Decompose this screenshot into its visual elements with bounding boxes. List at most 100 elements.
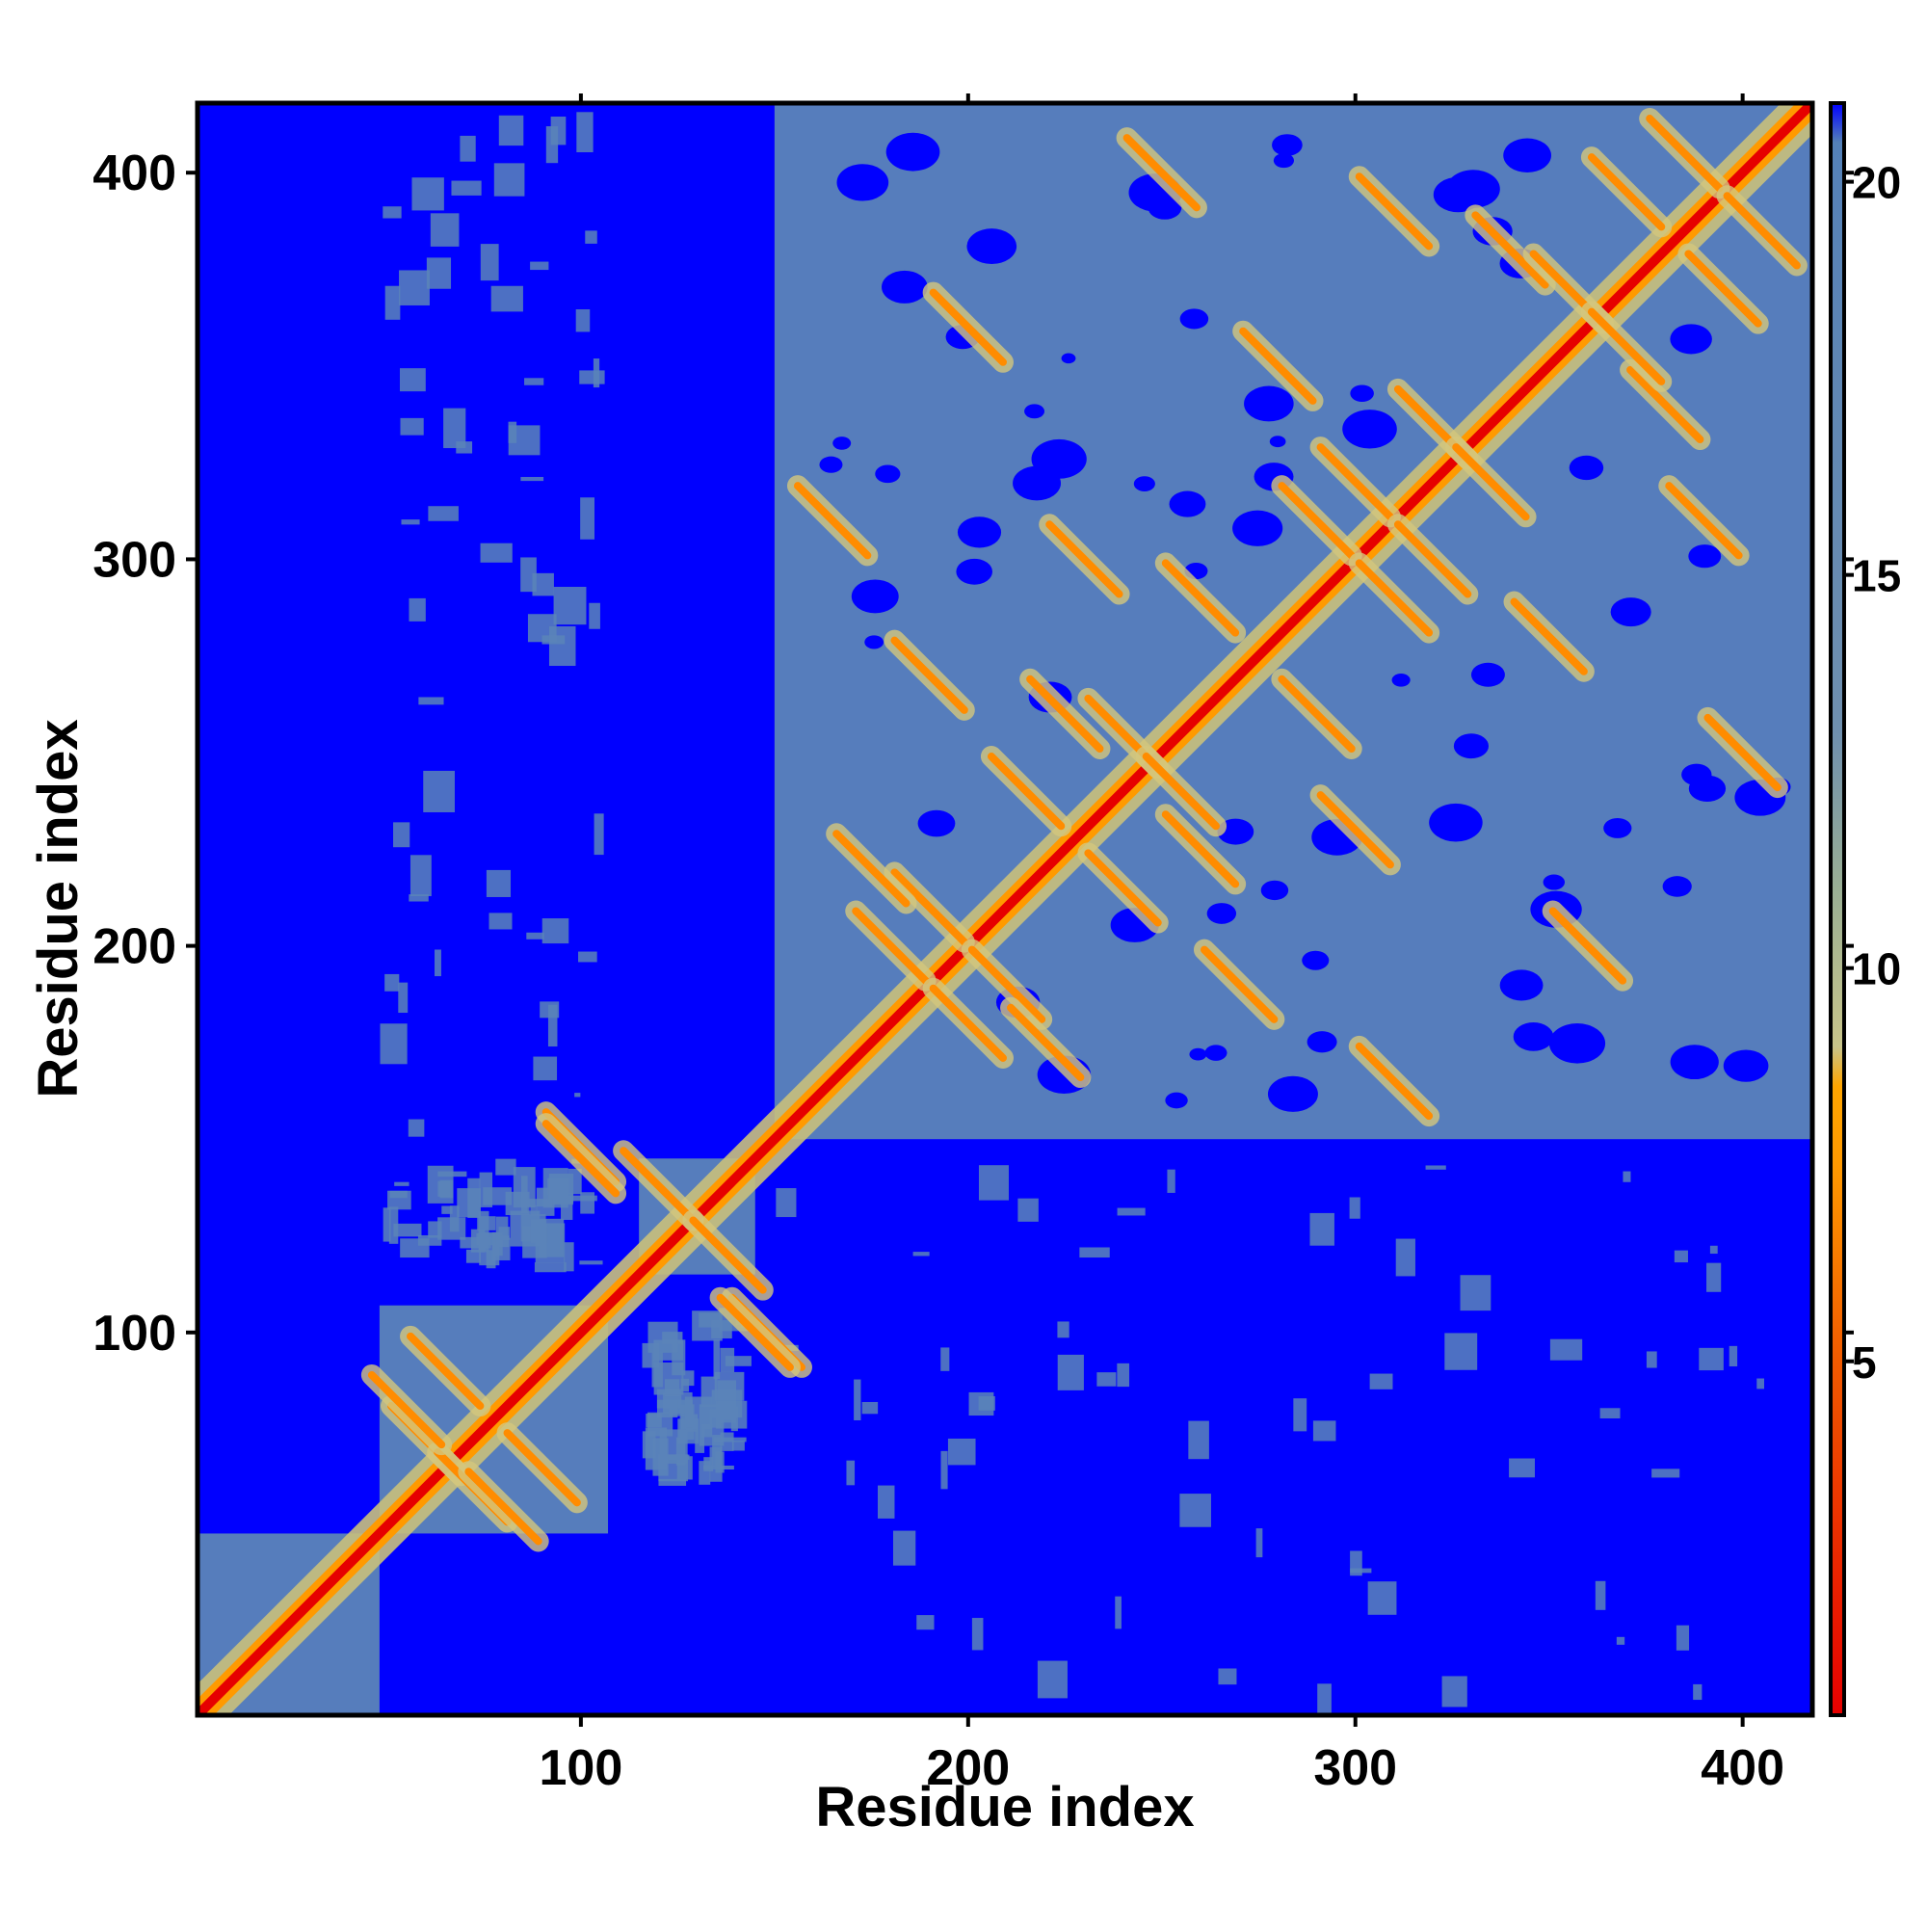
domain-hole [1024, 404, 1045, 419]
domain-hole [1189, 1047, 1207, 1061]
contact-mark [1355, 172, 1434, 251]
interdomain-speck [480, 244, 499, 281]
interdomain-speck [398, 982, 409, 1014]
interdomain-speck [1699, 1347, 1724, 1371]
interdomain-speck [526, 932, 544, 940]
contact-mark [793, 482, 872, 560]
domain-hole [1723, 1049, 1769, 1082]
interdomain-speck [1057, 1354, 1084, 1390]
domain-hole [1302, 950, 1330, 970]
interdomain-speck [574, 1093, 581, 1098]
contact-mark [929, 288, 1007, 366]
interdomain-speck [940, 1450, 948, 1490]
interdomain-speck [1646, 1351, 1657, 1368]
domain-hole [1232, 510, 1283, 546]
x-axis-title: Residue index [815, 1776, 1194, 1839]
interdomain-speck [400, 368, 426, 392]
contact-mark [1142, 753, 1221, 831]
colorbar-tick-label: 15 [1852, 551, 1901, 601]
interdomain-speck [653, 1362, 684, 1395]
contact-mark [1278, 482, 1356, 560]
contact-mark [832, 830, 911, 908]
domain-hole [885, 132, 940, 172]
interdomain-speck [1460, 1275, 1491, 1311]
heatmap-plot-area [198, 103, 1812, 1715]
interdomain-patch-1 [380, 112, 605, 1137]
interdomain-speck [658, 1478, 687, 1486]
domain-hole [1204, 1045, 1227, 1061]
colorbar: 5 10 15 20 [1829, 101, 1901, 1717]
interdomain-speck [1367, 1581, 1397, 1615]
contact-mark [1355, 559, 1434, 637]
interdomain-speck [647, 1412, 673, 1437]
contact-mark [1200, 945, 1279, 1023]
interdomain-speck [423, 770, 455, 812]
interdomain-speck [460, 135, 476, 162]
domain-hole [1548, 1023, 1606, 1064]
interdomain-speck [699, 1404, 725, 1446]
domain-hole [1307, 1031, 1337, 1053]
domain-hole [1061, 353, 1076, 364]
domain-hole [1267, 1075, 1318, 1112]
interdomain-speck [541, 918, 569, 944]
interdomain-speck [409, 855, 432, 897]
domain-hole [1610, 597, 1651, 627]
contact-mark [1471, 211, 1549, 289]
interdomain-speck [409, 894, 429, 902]
domain-hole [832, 437, 852, 450]
contact-mark [464, 1468, 542, 1546]
interdomain-speck [545, 126, 559, 164]
interdomain-speck [947, 1438, 976, 1466]
interdomain-speck [1293, 1398, 1307, 1432]
interdomain-speck [1623, 1171, 1631, 1182]
contact-streaks [360, 108, 1808, 1552]
interdomain-speck [1549, 1338, 1583, 1361]
contact-mark [1626, 365, 1704, 444]
domain-hole [1429, 803, 1483, 842]
interdomain-speck [457, 1188, 481, 1218]
interdomain-speck [1395, 1238, 1415, 1277]
interdomain-speck [652, 1438, 669, 1476]
contact-mark [1723, 192, 1801, 270]
interdomain-speck [713, 1437, 747, 1442]
interdomain-speck [1309, 1212, 1334, 1246]
interdomain-speck [725, 1356, 752, 1366]
interdomain-speck [594, 813, 604, 856]
interdomain-speck [418, 697, 444, 705]
diagonal-line [198, 103, 1812, 1715]
domain-hole [1269, 436, 1286, 448]
domain-hole [836, 164, 889, 201]
interdomain-speck [508, 421, 517, 443]
interdomain-speck [940, 1347, 950, 1371]
interdomain-speck [387, 1190, 411, 1210]
interdomain-patch-4 [383, 1158, 603, 1273]
interdomain-speck [1312, 1420, 1336, 1442]
domain-hole [1169, 490, 1206, 517]
domain-hole [1499, 969, 1544, 1001]
interdomain-speck [1349, 1197, 1360, 1219]
contact-mark [987, 753, 1066, 831]
interdomain-patch-2 [775, 1165, 1765, 1714]
contact-mark [1316, 443, 1394, 521]
y-tick-label: 400 [92, 146, 176, 201]
interdomain-speck [383, 1207, 391, 1242]
contact-mark [967, 945, 1046, 1023]
interdomain-speck [400, 1238, 430, 1258]
domain-hole [864, 635, 884, 649]
contact-mark [541, 1120, 620, 1198]
interdomain-speck [589, 602, 600, 629]
interdomain-speck [548, 625, 576, 667]
interdomain-speck [1706, 1262, 1722, 1292]
domain-hole [1603, 817, 1632, 838]
interdomain-speck [1599, 1408, 1621, 1419]
interdomain-speck [380, 1023, 408, 1065]
domain-hole [1133, 476, 1155, 491]
interdomain-speck [486, 869, 512, 897]
contact-mark [1278, 675, 1356, 754]
interdomain-speck [579, 1260, 603, 1265]
interdomain-speck [699, 1461, 711, 1485]
domain-hole [1013, 465, 1062, 501]
domain-hole [1543, 874, 1566, 890]
domain-hole [1453, 733, 1490, 759]
